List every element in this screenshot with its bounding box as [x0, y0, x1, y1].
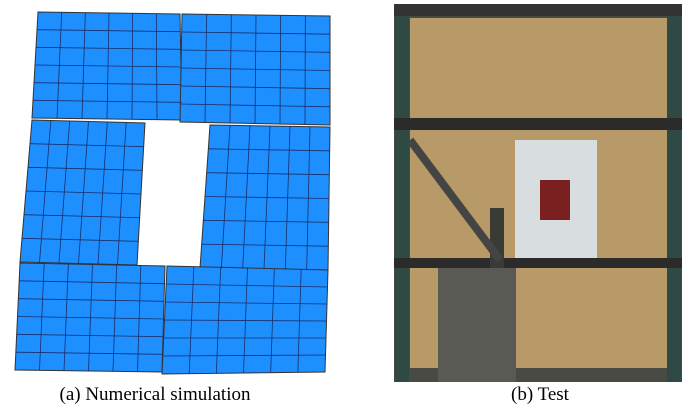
figure: (a) Numerical simulation (b) Test [0, 0, 691, 410]
test-photo [394, 4, 682, 382]
support [438, 268, 516, 382]
beam [394, 258, 682, 268]
caption: (b) Test [511, 384, 570, 405]
device [540, 180, 570, 220]
page: (a) Numerical simulation (b) Test (() =>… [0, 0, 691, 410]
column [667, 4, 681, 382]
caption: (a) Numerical simulation [60, 384, 251, 405]
beam [394, 118, 682, 130]
beam [394, 4, 682, 16]
numerical-simulation [15, 12, 330, 374]
column [395, 4, 409, 382]
